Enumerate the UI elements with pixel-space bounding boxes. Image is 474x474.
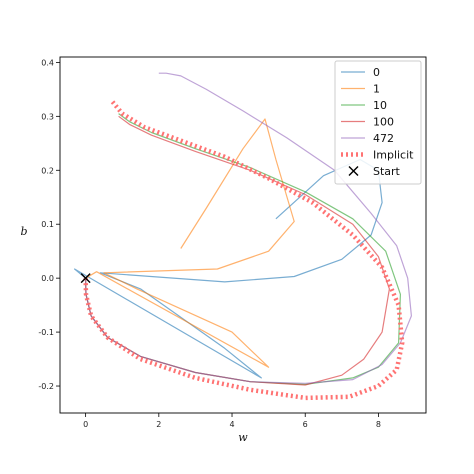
start-marker <box>80 273 91 284</box>
x-tick-label: 2 <box>156 420 161 429</box>
legend-label-10: 10 <box>373 99 387 112</box>
x-tick-label: 6 <box>303 420 308 429</box>
series-line-472 <box>85 72 412 384</box>
x-axis-label: w <box>238 431 248 444</box>
plot-frame <box>59 56 427 414</box>
legend-label-1: 1 <box>373 83 380 96</box>
x-tick-label: 0 <box>83 420 88 429</box>
legend-label-472: 472 <box>373 132 394 145</box>
y-axis-ticks: -0.2 -0.1 0.0 0.1 0.2 0.3 0.4 <box>38 58 60 391</box>
legend: 0 1 10 100 472 Implicit Start <box>334 60 422 185</box>
x-tick-label: 8 <box>376 420 381 429</box>
y-tick-label: 0.3 <box>41 112 54 121</box>
y-tick-label: 0.2 <box>41 166 54 175</box>
x-tick-label: 4 <box>229 420 234 429</box>
y-axis-label: b <box>20 225 27 238</box>
legend-swatch-start <box>348 166 359 176</box>
series-line-1 <box>85 118 295 368</box>
marker-layer <box>80 273 91 284</box>
x-axis-ticks: 0 2 4 6 8 <box>83 413 381 429</box>
legend-label-100: 100 <box>373 116 394 129</box>
y-tick-label: -0.1 <box>38 328 54 337</box>
legend-label-0: 0 <box>373 66 380 79</box>
y-tick-label: 0.4 <box>41 58 54 67</box>
legend-label-implicit: Implicit <box>373 149 414 162</box>
y-tick-label: 0.0 <box>41 274 54 283</box>
legend-label-start: Start <box>373 165 401 178</box>
y-tick-label: 0.1 <box>41 220 54 229</box>
series-line-implicit <box>83 98 405 401</box>
y-tick-label: -0.2 <box>38 382 54 391</box>
